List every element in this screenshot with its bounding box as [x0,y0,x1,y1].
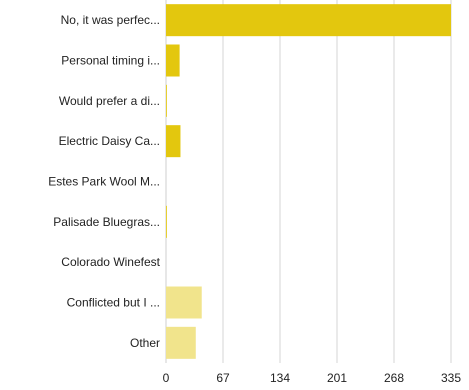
x-axis-ticks: 0 67 134 201 268 335 [163,371,462,385]
x-tick-label: 0 [163,371,170,385]
category-label: Would prefer a di... [59,94,160,108]
bar [166,326,196,359]
bar [166,286,202,319]
category-label: Personal timing i... [61,54,160,68]
bars [166,4,451,359]
x-tick-label: 134 [270,371,290,385]
category-label: Palisade Bluegras... [53,215,160,229]
x-tick-label: 67 [216,371,230,385]
category-label: Estes Park Wool M... [48,175,160,189]
bar [166,205,167,238]
category-label: Conflicted but I ... [67,296,160,310]
category-label: Other [130,336,160,350]
x-tick-label: 335 [441,371,461,385]
bar [166,84,167,117]
bar [166,4,451,37]
x-tick-label: 201 [327,371,347,385]
category-label: Colorado Winefest [61,255,160,269]
category-label: No, it was perfec... [61,13,160,27]
category-labels: No, it was perfec... Personal timing i...… [48,13,160,350]
category-label: Electric Daisy Ca... [59,134,160,148]
gridlines [165,0,452,363]
x-tick-label: 268 [384,371,404,385]
bar [166,44,180,77]
bar [166,125,181,158]
